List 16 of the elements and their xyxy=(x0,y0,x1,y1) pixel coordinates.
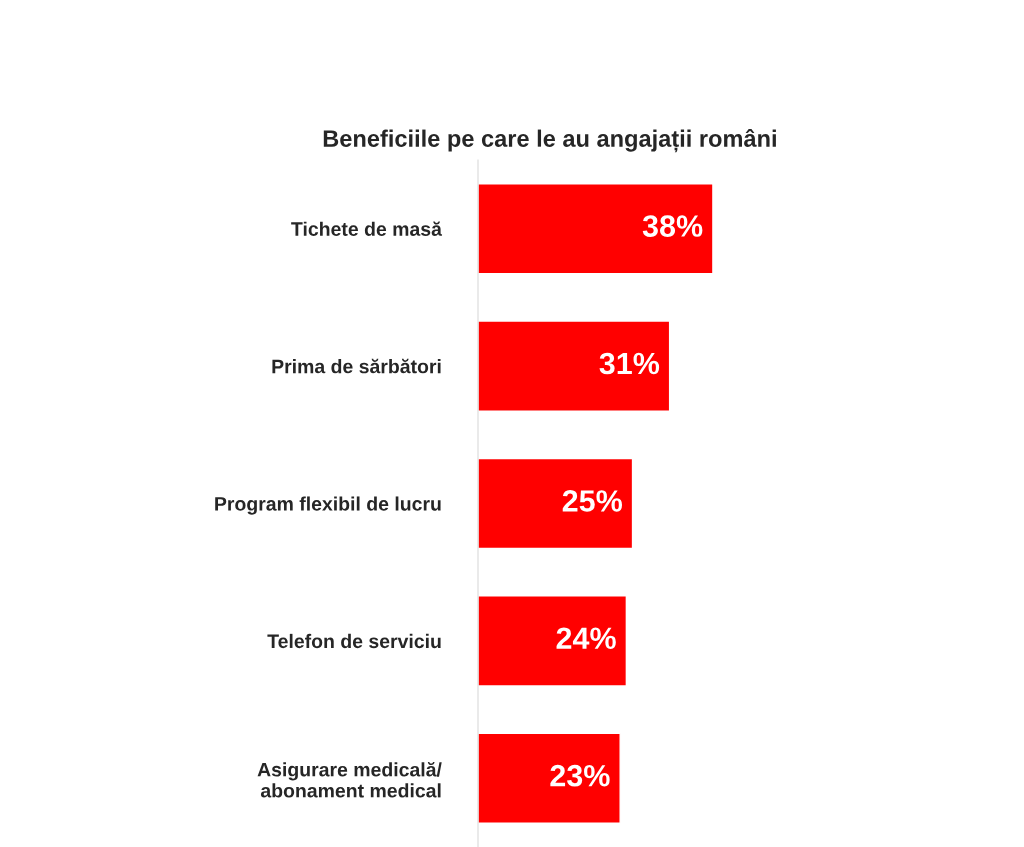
bar xyxy=(478,457,634,550)
y-tick-label: Tichete de masă xyxy=(291,221,443,236)
bar xyxy=(478,183,714,275)
y-tick-label: Prima de sărbători xyxy=(272,358,441,374)
y-tick-label: Program flexibil de lucru xyxy=(215,496,441,515)
y-tick-label: Telefon de serviciu xyxy=(267,633,441,649)
chart-title: Beneficiile pe care le au angajații români xyxy=(323,129,776,153)
bar xyxy=(478,320,671,412)
data-label: 24% xyxy=(556,627,616,650)
data-label: 25% xyxy=(562,490,623,512)
bar xyxy=(478,595,628,687)
y-tick-label: Asigurare medicală/ abonament medical xyxy=(257,762,442,798)
data-label: 31% xyxy=(599,352,660,375)
data-label: 23% xyxy=(550,764,610,787)
bar xyxy=(478,732,621,824)
data-label: 38% xyxy=(642,215,703,237)
